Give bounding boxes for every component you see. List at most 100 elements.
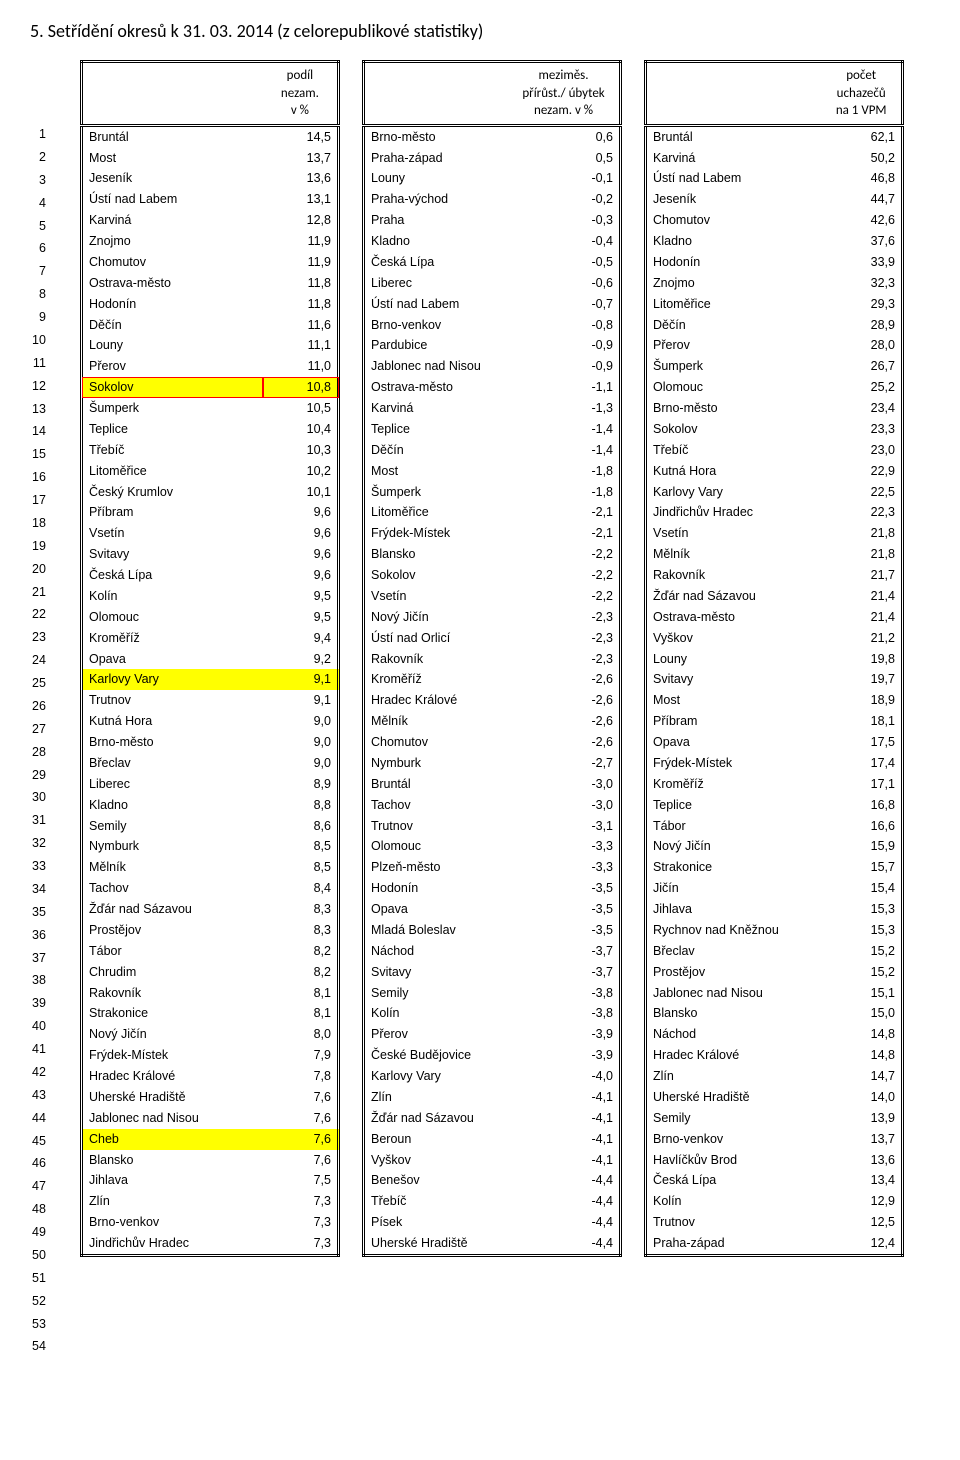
district-name: Uherské Hradiště xyxy=(646,1087,822,1108)
table-row: Kroměříž17,1 xyxy=(646,774,903,795)
row-index: 18 xyxy=(32,513,50,534)
district-name: Uherské Hradiště xyxy=(82,1087,263,1108)
row-index: 54 xyxy=(32,1336,50,1357)
col-b-value-header: meziměs. přírůst./ úbytek nezam. v % xyxy=(508,62,620,126)
index-column: 1234567891011121314151617181920212223242… xyxy=(30,60,52,1359)
table-row: Frýdek-Místek17,4 xyxy=(646,753,903,774)
district-name: Třebíč xyxy=(364,1191,509,1212)
district-value: 42,6 xyxy=(821,210,902,231)
district-name: Hodonín xyxy=(364,878,509,899)
table-row: Sokolov10,8 xyxy=(82,377,339,398)
district-value: 11,8 xyxy=(263,273,339,294)
table-row: Teplice-1,4 xyxy=(364,419,621,440)
district-value: -1,4 xyxy=(508,440,620,461)
district-value: 16,6 xyxy=(821,816,902,837)
district-name: Teplice xyxy=(646,795,822,816)
district-name: Písek xyxy=(364,1212,509,1233)
district-value: 7,3 xyxy=(263,1212,339,1233)
district-name: Litoměřice xyxy=(646,294,822,315)
table-row: Most-1,8 xyxy=(364,461,621,482)
table-row: Brno-venkov-0,8 xyxy=(364,315,621,336)
district-value: -3,9 xyxy=(508,1045,620,1066)
district-name: Frýdek-Místek xyxy=(82,1045,263,1066)
col-b-district-header xyxy=(364,62,509,126)
row-index: 36 xyxy=(32,925,50,946)
district-name: Ostrava-město xyxy=(364,377,509,398)
row-index: 49 xyxy=(32,1222,50,1243)
table-row: Uherské Hradiště7,6 xyxy=(82,1087,339,1108)
district-name: Jičín xyxy=(646,878,822,899)
district-value: 46,8 xyxy=(821,168,902,189)
district-name: Přerov xyxy=(364,1024,509,1045)
table-row: Tábor8,2 xyxy=(82,941,339,962)
district-value: 15,0 xyxy=(821,1003,902,1024)
district-value: 8,3 xyxy=(263,920,339,941)
row-index: 11 xyxy=(32,353,50,374)
table-monthly-change: meziměs. přírůst./ úbytek nezam. v % Brn… xyxy=(362,60,622,1257)
table-row: Děčín11,6 xyxy=(82,315,339,336)
district-value: 22,5 xyxy=(821,482,902,503)
district-name: Brno-venkov xyxy=(364,315,509,336)
table-row: Most18,9 xyxy=(646,690,903,711)
district-value: 21,8 xyxy=(821,544,902,565)
district-name: Brno-město xyxy=(82,732,263,753)
district-value: 15,4 xyxy=(821,878,902,899)
district-name: Olomouc xyxy=(646,377,822,398)
table-row: Vsetín9,6 xyxy=(82,523,339,544)
table-row: Louny11,1 xyxy=(82,335,339,356)
district-name: Blansko xyxy=(646,1003,822,1024)
table-row: Třebíč-4,4 xyxy=(364,1191,621,1212)
district-value: 13,9 xyxy=(821,1108,902,1129)
district-value: 13,7 xyxy=(821,1129,902,1150)
district-name: Kroměříž xyxy=(82,628,263,649)
district-value: -1,4 xyxy=(508,419,620,440)
row-index: 43 xyxy=(32,1085,50,1106)
district-value: 14,0 xyxy=(821,1087,902,1108)
district-name: Cheb xyxy=(82,1129,263,1150)
row-index: 35 xyxy=(32,902,50,923)
table-row: Havlíčkův Brod13,6 xyxy=(646,1150,903,1171)
district-name: Praha-západ xyxy=(646,1233,822,1255)
district-value: 11,9 xyxy=(263,252,339,273)
district-value: -0,9 xyxy=(508,356,620,377)
row-index: 45 xyxy=(32,1131,50,1152)
district-name: Kroměříž xyxy=(646,774,822,795)
district-name: Prostějov xyxy=(646,962,822,983)
district-value: 15,2 xyxy=(821,941,902,962)
district-name: Opava xyxy=(646,732,822,753)
row-index: 24 xyxy=(32,650,50,671)
table-row: Karlovy Vary9,1 xyxy=(82,669,339,690)
table-row: Trutnov-3,1 xyxy=(364,816,621,837)
table-row: Ostrava-město-1,1 xyxy=(364,377,621,398)
district-name: Prostějov xyxy=(82,920,263,941)
district-name: Hradec Králové xyxy=(82,1066,263,1087)
district-name: Svitavy xyxy=(82,544,263,565)
table-row: Olomouc9,5 xyxy=(82,607,339,628)
district-name: Česká Lípa xyxy=(364,252,509,273)
row-index: 15 xyxy=(32,444,50,465)
district-value: 10,5 xyxy=(263,398,339,419)
row-index: 7 xyxy=(32,261,50,282)
row-index: 8 xyxy=(32,284,50,305)
district-value: -0,2 xyxy=(508,189,620,210)
district-value: -2,2 xyxy=(508,586,620,607)
table-row: Rychnov nad Kněžnou15,3 xyxy=(646,920,903,941)
row-index: 34 xyxy=(32,879,50,900)
district-name: Třebíč xyxy=(646,440,822,461)
tables-container: 1234567891011121314151617181920212223242… xyxy=(30,60,930,1359)
table-row: Bruntál62,1 xyxy=(646,125,903,147)
table-row: Semily13,9 xyxy=(646,1108,903,1129)
district-name: Přerov xyxy=(82,356,263,377)
district-value: -2,6 xyxy=(508,669,620,690)
district-name: Brno-město xyxy=(646,398,822,419)
row-index: 28 xyxy=(32,742,50,763)
table-row: Beroun-4,1 xyxy=(364,1129,621,1150)
district-name: Semily xyxy=(82,816,263,837)
district-value: 8,0 xyxy=(263,1024,339,1045)
district-value: 18,9 xyxy=(821,690,902,711)
district-value: 8,2 xyxy=(263,962,339,983)
district-name: Trutnov xyxy=(364,816,509,837)
table-row: Příbram18,1 xyxy=(646,711,903,732)
district-value: -2,3 xyxy=(508,649,620,670)
district-name: Semily xyxy=(646,1108,822,1129)
